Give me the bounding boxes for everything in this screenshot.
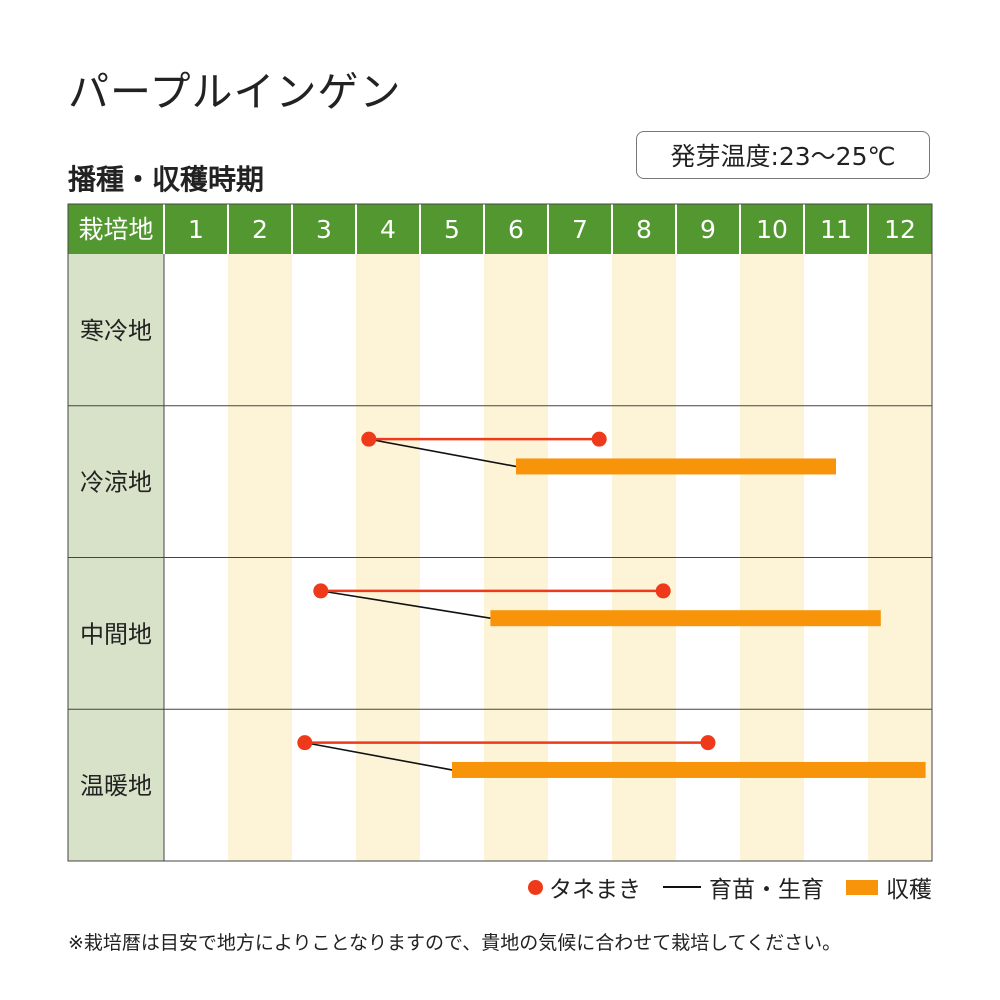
region-label-1: 冷涼地 [80,469,152,497]
legend-item-sowing: タネまき [528,870,641,904]
month-label-2: 2 [252,215,268,244]
month-label-1: 1 [188,215,204,244]
region-label-3: 温暖地 [80,772,152,800]
month-label-6: 6 [508,215,524,244]
month-label-12: 12 [884,215,916,244]
region-label-2: 中間地 [80,620,152,648]
sowing-start-dot-2 [313,583,329,599]
sowing-start-dot-1 [361,431,377,447]
month-label-11: 11 [820,215,852,244]
month-label-4: 4 [380,215,396,244]
legend-item-harvest: 収穫 [846,870,932,904]
header-band [68,204,932,254]
germination-temperature-text: 発芽温度:23〜25℃ [670,142,896,171]
harvest-bar-3 [452,761,926,778]
harvest-bar-1 [516,458,836,475]
region-label-0: 寒冷地 [80,317,152,345]
germination-temperature-badge: 発芽温度:23〜25℃ [636,131,930,179]
sowing-end-dot-3 [700,735,716,751]
chart-legend: タネまき 育苗・生育 収穫 [506,870,932,904]
legend-label-harvest: 収穫 [886,877,932,903]
legend-label-nursery: 育苗・生育 [709,877,824,903]
footnote: ※栽培暦は目安で地方によりことなりますので、貴地の気候に合わせて栽培してください… [68,932,842,954]
harvest-bar-icon [846,879,878,895]
sowing-end-dot-2 [655,583,671,599]
month-label-10: 10 [756,215,788,244]
sowing-end-dot-1 [591,431,607,447]
chart-subtitle: 播種・収穫時期 [68,163,265,196]
header-label-region: 栽培地 [78,215,153,244]
legend-label-sowing: タネまき [549,877,641,903]
legend-item-nursery: 育苗・生育 [663,870,824,904]
nursery-line-2 [320,590,491,619]
nursery-line-1 [368,438,517,468]
harvest-bar-2 [490,610,881,627]
month-label-8: 8 [636,215,652,244]
chart-frame [67,203,933,862]
sowing-dot-icon [528,879,543,895]
month-label-7: 7 [572,215,588,244]
sowing-start-dot-3 [297,735,313,751]
nursery-line-3 [304,741,453,771]
month-label-9: 9 [700,215,716,244]
page-title: パープルインゲン [68,68,402,116]
month-label-5: 5 [444,215,460,244]
month-label-3: 3 [316,215,332,244]
nursery-line-icon [663,885,701,889]
